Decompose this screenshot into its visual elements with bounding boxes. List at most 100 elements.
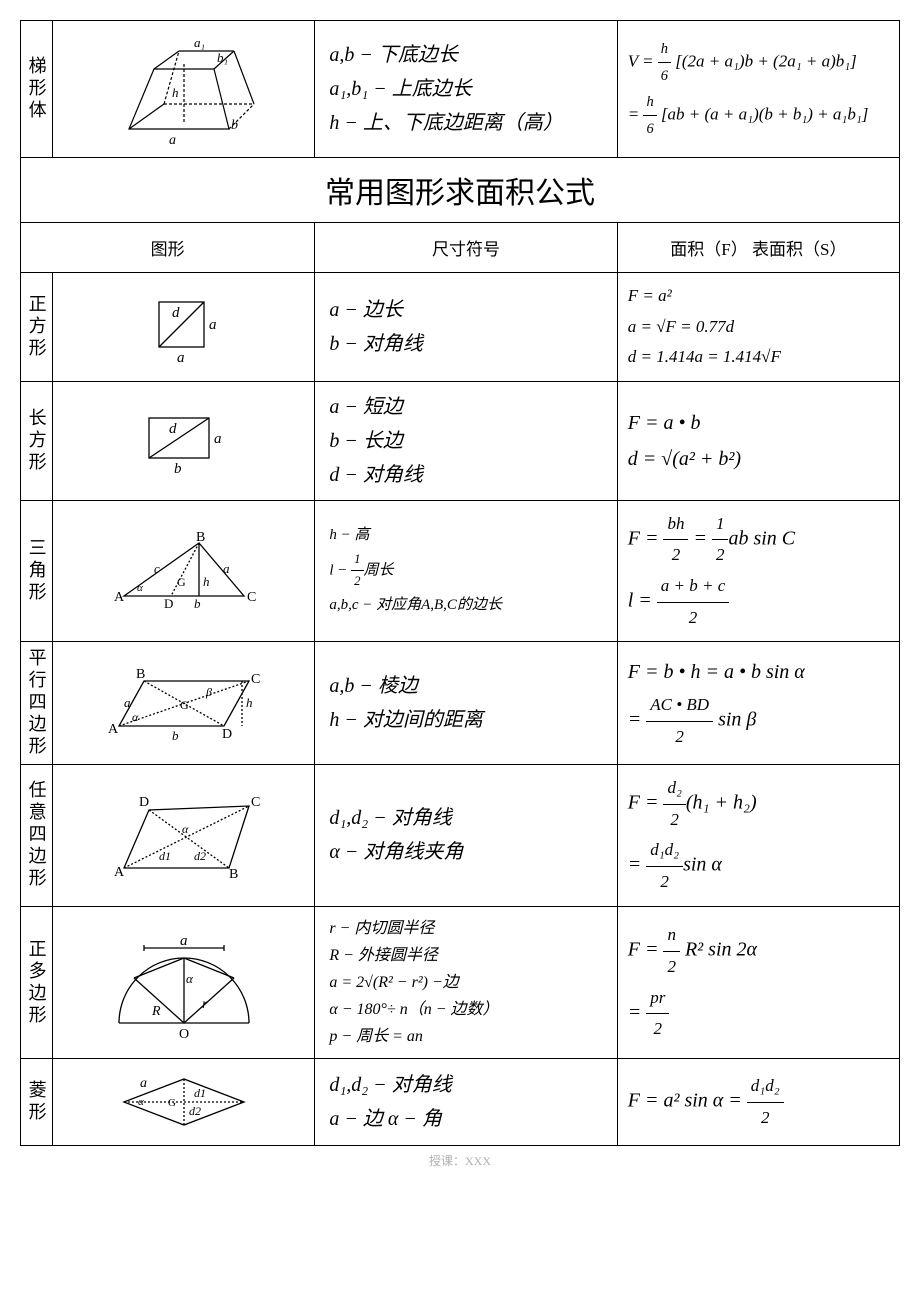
symbols: r − 内切圆半径 R − 外接圆半径 a = 2√(R² − r²) −边 α… bbox=[315, 906, 617, 1059]
formula: F = d₂2(h₁ + h₂) = d₁d₂2sin α bbox=[617, 765, 899, 906]
sym-l1: d₁,d₂ − 对角线 bbox=[329, 801, 610, 835]
svg-text:B: B bbox=[196, 531, 205, 545]
svg-text:a: a bbox=[223, 561, 230, 576]
formula: F = n2 R² sin 2α = pr2 bbox=[617, 906, 899, 1059]
svg-text:C: C bbox=[247, 590, 256, 605]
sym-l1: a,b − 棱边 bbox=[329, 669, 610, 703]
formula-line2: = h6 [ab + (a + a₁)(b + b₁) + a₁b₁] bbox=[628, 89, 893, 142]
svg-text:G: G bbox=[177, 575, 186, 589]
f1: F = b • h = a • b sin α bbox=[628, 654, 893, 690]
sym-l2: α − 对角线夹角 bbox=[329, 835, 610, 869]
f1: F = a² sin α = d₁d₂2 bbox=[628, 1071, 893, 1133]
f2: a = √F = 0.77d bbox=[628, 312, 893, 343]
svg-text:d: d bbox=[169, 421, 177, 437]
formula: F = b • h = a • b sin α = AC • BD2 sin β bbox=[617, 642, 899, 765]
sym-l2: l − 12周长 bbox=[329, 549, 610, 593]
shape-name: 平行四边形 bbox=[21, 642, 53, 765]
sym-l5: p − 周长 = an bbox=[329, 1023, 610, 1050]
svg-text:G: G bbox=[168, 1097, 176, 1109]
formula: F = a² sin α = d₁d₂2 bbox=[617, 1059, 899, 1146]
header-formula: 面积（F） 表面积（S） bbox=[617, 223, 899, 273]
f1: F = bh2 = 12ab sin C bbox=[628, 509, 893, 571]
shape-diagram: A B C D a b h α β G bbox=[53, 642, 315, 765]
sym-l1: a − 短边 bbox=[329, 390, 610, 424]
svg-text:β: β bbox=[205, 685, 212, 699]
shape-diagram: a R r α O bbox=[53, 906, 315, 1059]
formula: F = a² a = √F = 0.77d d = 1.414a = 1.414… bbox=[617, 273, 899, 382]
svg-text:A: A bbox=[114, 865, 125, 880]
svg-text:B: B bbox=[229, 867, 238, 882]
svg-text:a: a bbox=[209, 317, 217, 333]
sym-l2: h − 对边间的距离 bbox=[329, 703, 610, 737]
symbols: a − 边长 b − 对角线 bbox=[315, 273, 617, 382]
f1: F = n2 R² sin 2α bbox=[628, 920, 893, 982]
svg-text:d1: d1 bbox=[159, 849, 171, 863]
sym-l1: r − 内切圆半径 bbox=[329, 915, 610, 942]
svg-text:α: α bbox=[186, 971, 194, 986]
shape-diagram: a d1 d2 G α bbox=[53, 1059, 315, 1146]
shape-name: 三角形 bbox=[21, 500, 53, 641]
svg-text:D: D bbox=[164, 596, 173, 611]
svg-text:a: a bbox=[124, 695, 131, 710]
square-row: 正方形 d a a a − 边长 b − 对角线 F = a² a = √F =… bbox=[21, 273, 900, 382]
svg-text:a: a bbox=[214, 431, 222, 447]
svg-text:h: h bbox=[203, 574, 210, 589]
svg-text:A: A bbox=[114, 590, 125, 605]
sym-l1: h − 高 bbox=[329, 523, 610, 549]
svg-text:a: a bbox=[180, 933, 188, 949]
sym-line2: a₁,b₁ − 上底边长 bbox=[329, 72, 610, 106]
sym-l3: a = 2√(R² − r²) −边 bbox=[329, 969, 610, 996]
svg-text:d2: d2 bbox=[189, 1104, 201, 1118]
symbols: a,b − 棱边 h − 对边间的距离 bbox=[315, 642, 617, 765]
svg-text:c: c bbox=[154, 561, 160, 576]
symbols: d₁,d₂ − 对角线 α − 对角线夹角 bbox=[315, 765, 617, 906]
header-symbol: 尺寸符号 bbox=[315, 223, 617, 273]
sym-line3: h − 上、下底边距离（高） bbox=[329, 106, 610, 140]
footer-text: 授课：XXX bbox=[20, 1152, 900, 1169]
rectangle-row: 长方形 d a b a − 短边 b − 长边 d − 对角线 F = a • … bbox=[21, 381, 900, 500]
sym-l4: α − 180°÷ n（n − 边数） bbox=[329, 996, 610, 1023]
shape-diagram: d a b bbox=[53, 381, 315, 500]
svg-text:α: α bbox=[132, 710, 139, 724]
polygon-row: 正多边形 a R r α O r − 内切圆半径 R − bbox=[21, 906, 900, 1059]
shape-diagram: B A C c a h G D b α bbox=[53, 500, 315, 641]
shape-diagram: a b a₁ b₁ h bbox=[53, 21, 315, 158]
shape-diagram: A B C D d1 d2 α bbox=[53, 765, 315, 906]
f3: d = 1.414a = 1.414√F bbox=[628, 342, 893, 373]
sym-l3: a,b,c − 对应角A,B,C的边长 bbox=[329, 593, 610, 619]
sym-l1: d₁,d₂ − 对角线 bbox=[329, 1068, 610, 1102]
svg-text:b: b bbox=[194, 596, 201, 611]
formula: F = a • b d = √(a² + b²) bbox=[617, 381, 899, 500]
f2: = d₁d₂2sin α bbox=[628, 835, 893, 897]
symbols: a,b − 下底边长 a₁,b₁ − 上底边长 h − 上、下底边距离（高） bbox=[315, 21, 617, 158]
shape-diagram: d a a bbox=[53, 273, 315, 382]
svg-text:C: C bbox=[251, 672, 260, 687]
svg-text:r: r bbox=[202, 997, 208, 1012]
triangle-row: 三角形 B A C c a h G D b α h − 高 l − 12周长 bbox=[21, 500, 900, 641]
svg-text:α: α bbox=[137, 582, 143, 594]
formula: V = h6 [(2a + a₁)b + (2a₁ + a)b₁] = h6 [… bbox=[617, 21, 899, 158]
sym-l2: a − 边 α − 角 bbox=[329, 1102, 610, 1136]
shape-name: 正多边形 bbox=[21, 906, 53, 1059]
svg-text:b: b bbox=[231, 118, 238, 133]
svg-text:B: B bbox=[136, 667, 145, 682]
f2: = pr2 bbox=[628, 983, 893, 1045]
sym-l2: b − 对角线 bbox=[329, 327, 610, 361]
header-shape: 图形 bbox=[21, 223, 315, 273]
svg-text:h: h bbox=[246, 695, 253, 710]
svg-text:G: G bbox=[180, 698, 189, 712]
trapezoid-row: 梯形体 a b a₁ b₁ h a,b − 下底边长 a₁ bbox=[21, 21, 900, 158]
sym-l2: b − 长边 bbox=[329, 424, 610, 458]
svg-text:R: R bbox=[151, 1004, 161, 1019]
f1: F = d₂2(h₁ + h₂) bbox=[628, 773, 893, 835]
svg-text:b: b bbox=[172, 728, 179, 743]
shape-name: 正方形 bbox=[21, 273, 53, 382]
symbols: h − 高 l − 12周长 a,b,c − 对应角A,B,C的边长 bbox=[315, 500, 617, 641]
formula-line1: V = h6 [(2a + a₁)b + (2a₁ + a)b₁] bbox=[628, 36, 893, 89]
svg-text:D: D bbox=[139, 795, 149, 810]
shape-name: 梯形体 bbox=[21, 21, 53, 158]
quad-row: 任意四边形 A B C D d1 d2 α d₁,d₂ − 对角线 α − 对角… bbox=[21, 765, 900, 906]
svg-text:A: A bbox=[108, 722, 119, 737]
shape-name: 菱形 bbox=[21, 1059, 53, 1146]
svg-text:a₁: a₁ bbox=[194, 35, 205, 50]
